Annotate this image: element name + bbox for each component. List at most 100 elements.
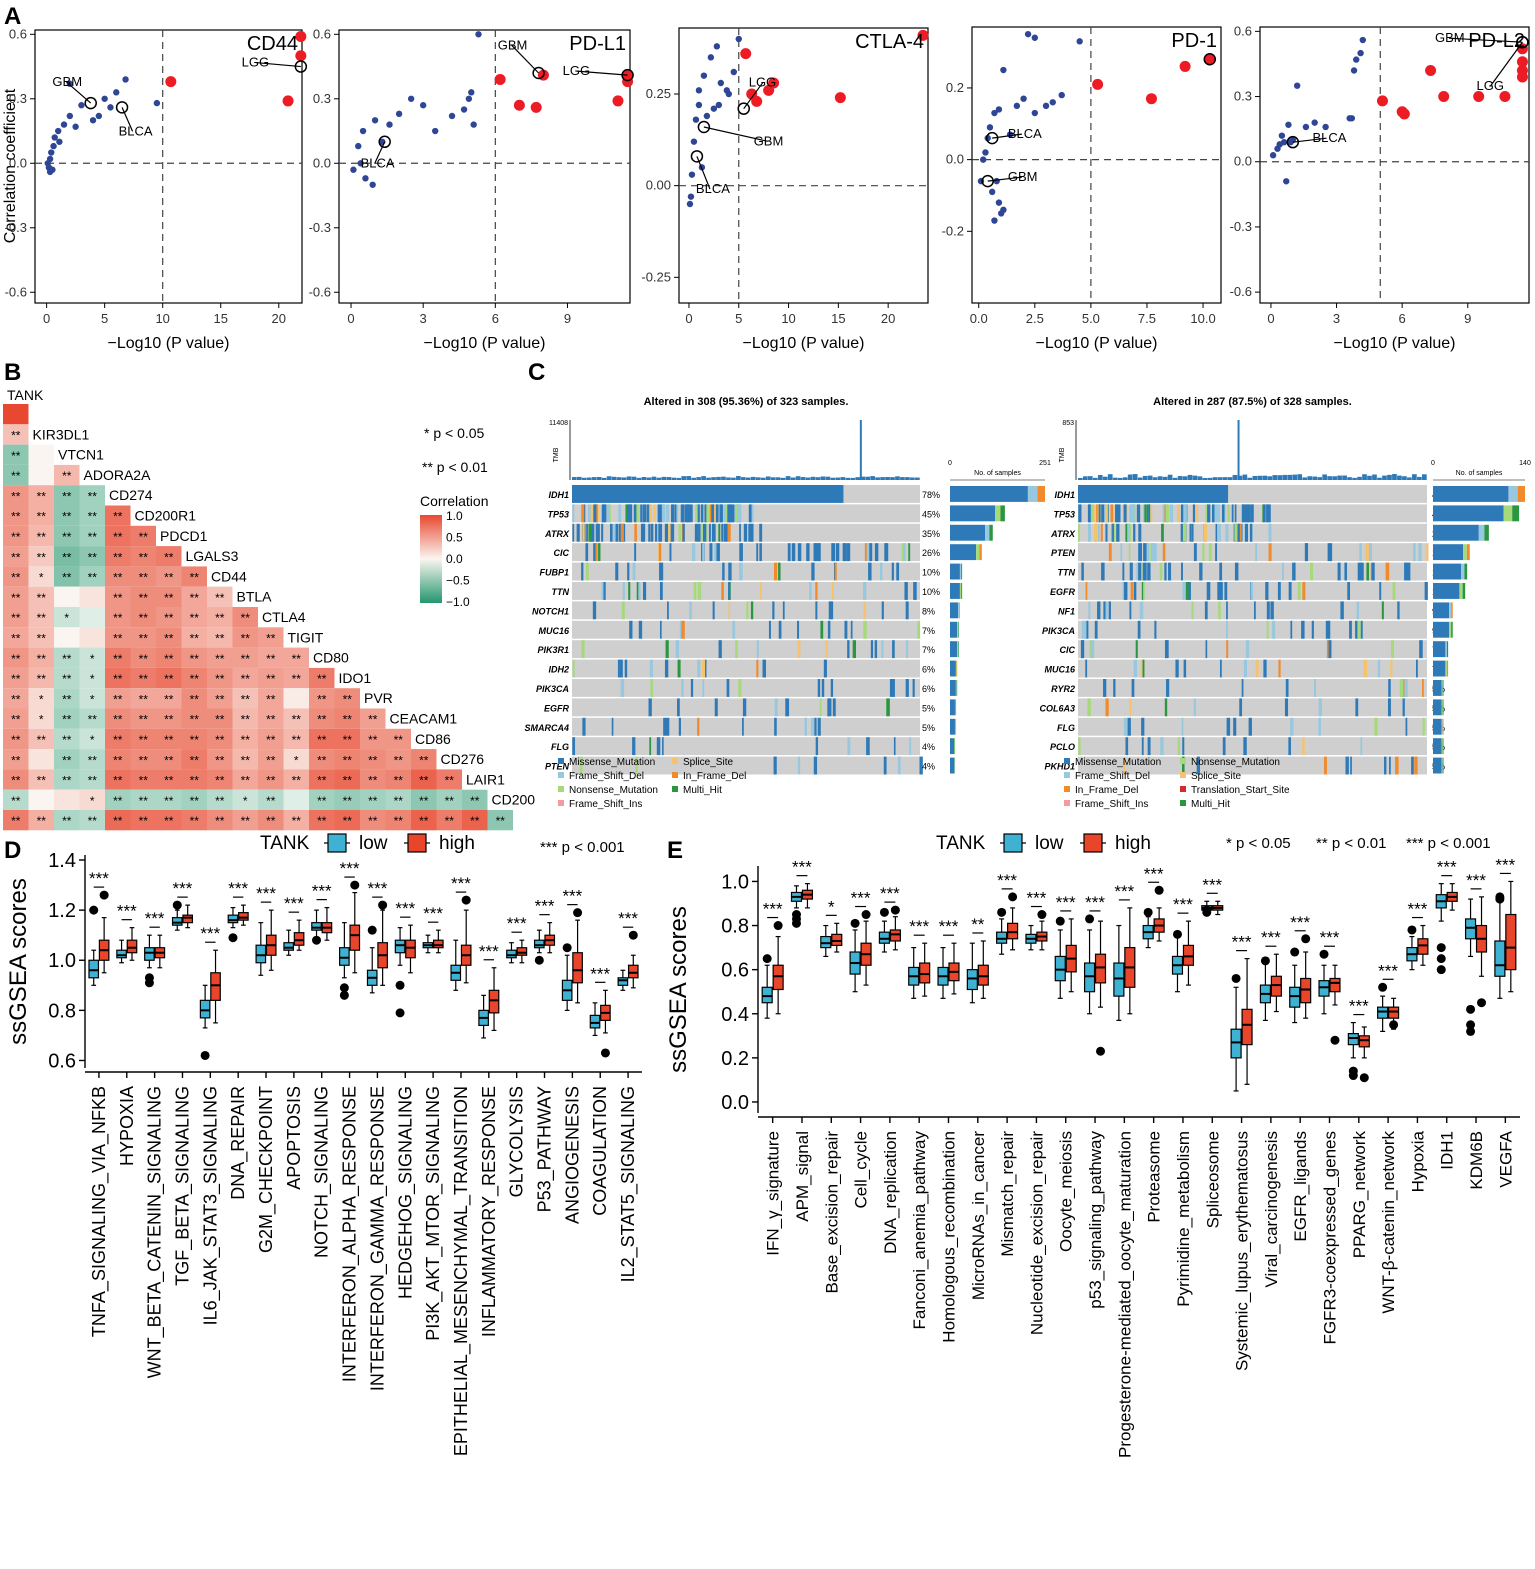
mutation-block xyxy=(1093,523,1098,542)
mutation-block xyxy=(576,523,580,542)
mutation-block xyxy=(817,717,821,736)
y-tick-label: 0.8 xyxy=(721,916,749,938)
sample-count-bar xyxy=(1512,505,1520,522)
group-legend: TANK low high xyxy=(936,833,1151,854)
mutation-block xyxy=(797,543,802,562)
mutation-block xyxy=(1103,504,1108,523)
mutation-block xyxy=(896,562,900,581)
mutation-block xyxy=(1208,543,1212,562)
tmb-bar xyxy=(576,476,582,480)
mutation-block xyxy=(1266,504,1269,523)
data-point xyxy=(984,134,991,142)
outlier-point xyxy=(1495,892,1505,902)
oncoprint-row xyxy=(1078,717,1427,736)
tmb-bar xyxy=(1352,477,1357,480)
heatmap-cell xyxy=(130,810,156,831)
heatmap-cell xyxy=(3,607,29,628)
mutation-block xyxy=(582,523,585,542)
heatmap-cell xyxy=(28,525,54,547)
p-value-note: ** p < 0.01 xyxy=(1316,835,1386,852)
significance-mark: ** xyxy=(88,510,98,524)
mutation-block xyxy=(1142,504,1145,523)
highlight-ring xyxy=(1516,35,1529,49)
box-low xyxy=(227,914,239,924)
category-label: Homologous_recombination xyxy=(940,1131,959,1343)
sample-count-bar xyxy=(1464,563,1468,580)
data-point xyxy=(1280,138,1288,146)
mutation-block xyxy=(654,523,658,542)
box-high xyxy=(1417,938,1429,955)
box-high xyxy=(889,929,901,942)
box-low xyxy=(1083,962,1096,993)
mutation-block xyxy=(1277,582,1281,600)
mutation-block xyxy=(917,620,921,639)
data-point xyxy=(713,43,721,50)
outlier-point xyxy=(1037,910,1047,920)
significance-label: *** xyxy=(562,887,582,906)
mutation-block xyxy=(704,659,707,678)
significance-mark: * xyxy=(90,794,95,808)
box-high xyxy=(1094,953,1107,984)
mutation-block xyxy=(588,523,592,542)
significance-label: ** xyxy=(971,915,985,934)
significance-mark: ** xyxy=(445,814,455,828)
heatmap-cell xyxy=(181,566,207,587)
significance-mark: ** xyxy=(37,774,47,788)
alteration-pct: 35% xyxy=(922,529,940,539)
mutation-block xyxy=(718,640,722,659)
gene-label: LAIR1 xyxy=(466,771,505,787)
mutation-block xyxy=(1233,717,1237,736)
mutation-block xyxy=(1123,756,1126,775)
outlier-point xyxy=(339,990,349,1000)
mutation-block xyxy=(1183,659,1187,678)
category-label: IL2_STAT5_SIGNALING xyxy=(618,1086,639,1282)
mutation-block xyxy=(1211,504,1215,523)
significance-mark: ** xyxy=(445,794,455,808)
mutation-block xyxy=(1290,620,1293,639)
mutation-block xyxy=(1217,504,1220,523)
y-tick-label: 0.3 xyxy=(313,91,331,106)
tmb-bar xyxy=(1402,476,1407,480)
mutation-block xyxy=(1355,620,1359,639)
mutation-block xyxy=(735,504,739,523)
mutation-block xyxy=(691,543,696,562)
mutation-block xyxy=(572,523,575,542)
x-tick-label: 5 xyxy=(101,311,108,326)
heatmap-cell xyxy=(334,708,360,729)
heatmap-cell xyxy=(79,607,105,628)
box-low xyxy=(589,1014,601,1029)
mutation-block xyxy=(1245,504,1249,523)
sample-count-bar xyxy=(959,602,960,619)
legend-swatch xyxy=(558,786,564,792)
significant-point xyxy=(513,99,525,111)
label-leader xyxy=(743,82,764,110)
mutation-block xyxy=(649,659,653,678)
x-tick-label: 5.0 xyxy=(1082,311,1100,326)
category-label: Proteasome xyxy=(1145,1131,1164,1223)
mutation-block xyxy=(785,698,787,717)
significance-mark: ** xyxy=(266,774,276,788)
significance-mark: ** xyxy=(215,733,225,747)
heatmap-cell xyxy=(436,789,462,810)
significance-mark: ** xyxy=(190,631,200,645)
mutation-block xyxy=(1203,523,1208,542)
heatmap-cell xyxy=(54,647,80,668)
heatmap-cell xyxy=(130,566,156,587)
mutation-block xyxy=(847,737,851,756)
heatmap-cell xyxy=(28,444,54,465)
y-tick-label: 1.0 xyxy=(48,950,76,972)
box-low xyxy=(199,999,211,1019)
gene-label: ADORA2A xyxy=(84,467,152,483)
heatmap-cell xyxy=(309,769,335,790)
mutation-block xyxy=(681,620,685,639)
significance-mark: ** xyxy=(241,774,251,788)
significance-mark: ** xyxy=(113,571,123,585)
data-point xyxy=(89,117,97,124)
mutation-block xyxy=(1105,698,1109,717)
mutation-block xyxy=(1344,562,1348,581)
significance-mark: * xyxy=(90,692,95,706)
mutation-block xyxy=(756,640,759,659)
mutation-block xyxy=(1137,620,1141,639)
data-point xyxy=(49,166,56,173)
significance-mark: ** xyxy=(11,774,21,788)
